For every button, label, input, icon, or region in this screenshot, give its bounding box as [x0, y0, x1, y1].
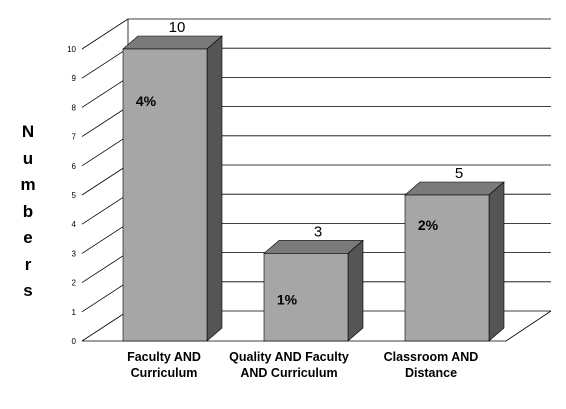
gridline-depth: [81, 47, 129, 79]
x-axis-category-label: Quality AND Faculty AND Curriculum: [224, 349, 354, 381]
bar: [404, 181, 505, 342]
category-label-line: Faculty AND: [127, 350, 201, 364]
bar: [263, 239, 364, 342]
category-label-line: Distance: [404, 366, 458, 380]
y-axis-label-letter: s: [23, 281, 33, 300]
bar-percent-label: 4%: [136, 93, 157, 109]
y-tick-label: 4: [72, 220, 77, 229]
x-axis-category-label: Faculty AND Curriculum: [99, 349, 229, 381]
bar-percent-label: 2%: [418, 217, 439, 233]
gridline-depth: [81, 310, 129, 342]
category-label-line: Quality AND Faculty: [229, 350, 349, 364]
y-axis-ticks: 0 1 2 3 4 5 6 7 8 9 10: [67, 45, 76, 346]
gridline-depth: [81, 164, 129, 196]
bar-top-face: [263, 240, 364, 254]
gridline-depth: [81, 106, 129, 137]
y-tick-label: 6: [72, 162, 77, 171]
category-label-line: Curriculum: [130, 366, 198, 380]
gridline-depth: [81, 77, 129, 108]
y-tick-label: 1: [72, 308, 77, 317]
bar-value-label: 3: [314, 223, 322, 240]
bar-side-face: [206, 35, 223, 342]
bar-percent-label: 1%: [277, 291, 298, 307]
bar-side-face: [488, 181, 505, 342]
gridline-depth: [81, 252, 129, 283]
y-tick-label: 2: [72, 279, 77, 288]
y-tick-label: 7: [72, 133, 77, 142]
bar-front-face: [263, 253, 349, 342]
floor-side-edge: [505, 310, 552, 342]
y-tick-label: 3: [72, 249, 77, 258]
category-label-line: Classroom AND: [383, 350, 479, 364]
bar-front-face: [404, 194, 490, 342]
bar-top-face: [122, 35, 223, 50]
y-tick-label: 9: [72, 74, 77, 83]
y-axis-label-letter: u: [22, 148, 34, 168]
y-tick-label: 10: [67, 45, 76, 54]
bars: [122, 35, 505, 342]
bar-value-label: 10: [169, 19, 186, 36]
category-label-line: AND Curriculum: [240, 366, 338, 380]
y-axis-label-letter: m: [20, 175, 36, 194]
bar-value-label: 5: [455, 165, 463, 182]
y-axis-label-letter: r: [24, 254, 32, 274]
y-axis-label-letter: e: [23, 228, 33, 247]
gridline-depth: [81, 281, 129, 313]
y-tick-label: 8: [72, 103, 77, 112]
gridline-depth: [81, 18, 129, 50]
bar-front-face: [122, 48, 208, 342]
bar: [122, 35, 223, 342]
y-axis-label-letter: b: [22, 201, 34, 221]
y-tick-label: 5: [72, 191, 77, 200]
gridline-depth: [81, 135, 129, 167]
gridline-depth: [81, 193, 129, 225]
data-labels: 10 4% 3 1% 5 2%: [136, 19, 463, 307]
y-axis-label-letter: N: [21, 122, 35, 141]
bar-side-face: [347, 239, 364, 342]
x-axis-category-label: Classroom AND Distance: [366, 349, 496, 381]
bar-top-face: [404, 181, 505, 196]
y-tick-label: 0: [72, 337, 77, 346]
gridline-depth: [81, 223, 129, 254]
